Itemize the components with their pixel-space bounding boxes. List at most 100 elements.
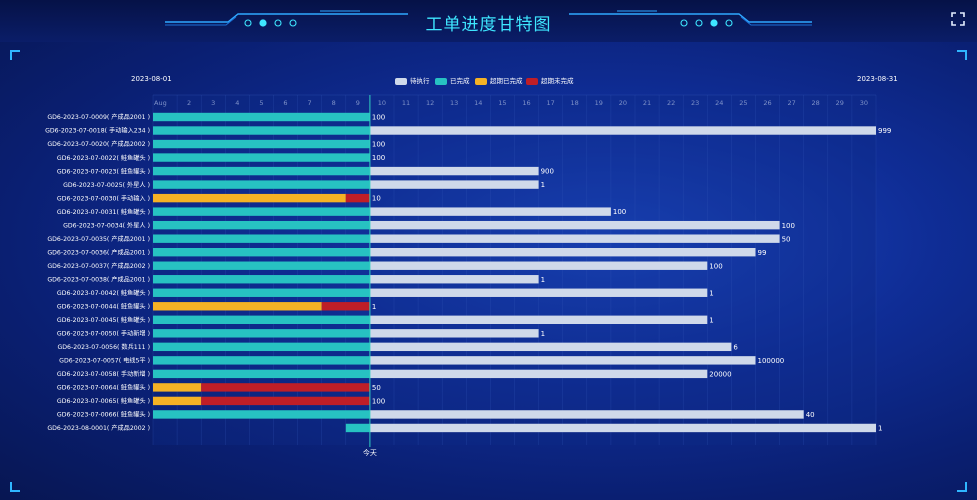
- indicator-dot-active-icon: [259, 19, 267, 27]
- x-tick-label: 9: [356, 99, 360, 107]
- x-tick-label: 4: [235, 99, 239, 107]
- gantt-bar-completed: [153, 315, 370, 324]
- legend-swatch: [435, 78, 447, 85]
- bar-value-label: 900: [541, 168, 554, 176]
- legend-swatch: [526, 78, 538, 85]
- legend-label: 超期已完成: [490, 77, 523, 85]
- gantt-bar-overdue-incomplete: [201, 396, 370, 406]
- gantt-bar-completed: [153, 153, 370, 162]
- gantt-bar-completed: [345, 423, 370, 433]
- bar-value-label: 10: [372, 195, 381, 203]
- indicator-dot-icon: [274, 19, 282, 27]
- gantt-bar-completed: [153, 220, 370, 230]
- x-tick-label: 13: [450, 99, 458, 107]
- bar-value-label: 99: [758, 249, 767, 257]
- bar-value-label: 100: [782, 222, 795, 230]
- bar-value-label: 1: [541, 330, 545, 338]
- bar-value-label: 1: [878, 425, 882, 433]
- row-label: GD6-2023-07-0065( 鲑鱼罐头 ): [57, 397, 150, 405]
- x-tick-label: 27: [787, 99, 795, 107]
- x-tick-label: 29: [836, 99, 844, 107]
- gantt-bar-completed: [153, 207, 370, 216]
- x-tick-label: 11: [402, 99, 410, 107]
- x-tick-label: 5: [259, 99, 263, 107]
- legend-label: 超期未完成: [541, 77, 574, 85]
- gantt-bar-pending: [369, 261, 708, 270]
- start-date-label: 2023-08-01: [131, 75, 172, 83]
- gantt-bar-pending: [369, 288, 708, 297]
- gantt-bar-completed: [153, 288, 370, 297]
- row-label: GD6-2023-07-0057( 电线5平 ): [59, 357, 150, 365]
- bar-value-label: 1: [541, 181, 545, 189]
- gantt-bar-completed: [153, 180, 370, 189]
- x-tick-label: 6: [283, 99, 287, 107]
- gantt-bar-completed: [153, 261, 370, 270]
- bar-value-label: 50: [372, 384, 381, 392]
- x-tick-label: 3: [211, 99, 215, 107]
- gantt-bar-overdue-completed: [153, 396, 202, 406]
- gantt-bar-pending: [369, 248, 756, 257]
- indicator-dot-icon: [695, 19, 703, 27]
- legend-swatch: [475, 78, 487, 85]
- gantt-bar-pending: [369, 207, 611, 216]
- bar-value-label: 100: [372, 114, 385, 122]
- bar-value-label: 100000: [758, 357, 785, 365]
- row-label: GD6-2023-07-0058( 手动新增 ): [57, 370, 150, 378]
- gantt-bar-overdue-incomplete: [201, 383, 370, 392]
- fullscreen-icon[interactable]: [950, 12, 966, 28]
- x-tick-label: 8: [332, 99, 336, 107]
- row-label: GD6-2023-07-0022( 鲑鱼罐头 ): [57, 154, 150, 162]
- row-label: GD6-2023-07-0045( 鲑鱼罐头 ): [57, 316, 150, 324]
- header-decoration: [165, 10, 812, 27]
- gantt-bar-overdue-incomplete: [345, 193, 370, 203]
- x-tick-label: 30: [860, 99, 868, 107]
- row-label: GD6-2023-07-0034( 外星人 ): [63, 221, 150, 229]
- gantt-bar-pending: [369, 315, 708, 324]
- gantt-bar-overdue-incomplete: [321, 302, 370, 311]
- gantt-bar-completed: [153, 166, 370, 176]
- bar-value-label: 100: [372, 154, 385, 162]
- page-title: 工单进度甘特图: [425, 15, 552, 35]
- row-label: GD6-2023-07-0044( 鲑鱼罐头 ): [57, 302, 150, 310]
- row-label: GD6-2023-07-0038( 产成品2001 ): [47, 275, 150, 283]
- legend-label: 已完成: [450, 77, 470, 85]
- x-tick-label: 15: [498, 99, 506, 107]
- bar-value-label: 100: [372, 398, 385, 406]
- row-label: GD6-2023-07-0066( 鲑鱼罐头 ): [57, 411, 150, 419]
- header-bar: 工单进度甘特图: [0, 0, 977, 42]
- bar-value-label: 1: [709, 289, 713, 297]
- panel-corner: [957, 50, 967, 60]
- x-tick-label: 22: [667, 99, 675, 107]
- row-label: GD6-2023-08-0001( 产成品2002 ): [47, 424, 150, 432]
- gantt-bar-completed: [153, 234, 370, 243]
- x-tick-label: 20: [619, 99, 627, 107]
- gantt-bar-pending: [369, 275, 539, 284]
- row-label: GD6-2023-07-0056( 数兵111 ): [57, 343, 150, 351]
- bar-value-label: 40: [806, 411, 815, 419]
- end-date-label: 2023-08-31: [857, 75, 898, 83]
- row-label: GD6-2023-07-0009( 产成品2001 ): [47, 113, 150, 121]
- legend-swatch: [395, 78, 407, 85]
- row-label: GD6-2023-07-0064( 鲑鱼罐头 ): [57, 384, 150, 392]
- row-label: GD6-2023-07-0037( 产成品2002 ): [47, 262, 150, 270]
- x-tick-label: 10: [378, 99, 386, 107]
- gantt-bar-overdue-completed: [153, 193, 346, 203]
- bar-value-label: 50: [782, 235, 791, 243]
- x-tick-label: 14: [474, 99, 482, 107]
- row-label: GD6-2023-07-0035( 产成品2001 ): [47, 235, 150, 243]
- bar-value-label: 100: [613, 208, 626, 216]
- gantt-bar-completed: [153, 248, 370, 257]
- indicator-dot-icon: [680, 19, 688, 27]
- gantt-bar-completed: [153, 342, 370, 352]
- row-label: GD6-2023-07-0023( 鲑鱼罐头 ): [57, 167, 150, 175]
- row-label: GD6-2023-07-0050( 手动新增 ): [57, 330, 150, 338]
- x-tick-label: 17: [546, 99, 554, 107]
- indicator-dot-icon: [725, 19, 733, 27]
- gantt-bar-overdue-completed: [153, 383, 202, 392]
- bar-value-label: 20000: [709, 370, 731, 378]
- bar-value-label: 1: [541, 276, 545, 284]
- gantt-bar-pending: [369, 329, 539, 338]
- gantt-bar-pending: [369, 356, 756, 365]
- x-tick-label: 26: [763, 99, 771, 107]
- bar-value-label: 100: [372, 141, 385, 149]
